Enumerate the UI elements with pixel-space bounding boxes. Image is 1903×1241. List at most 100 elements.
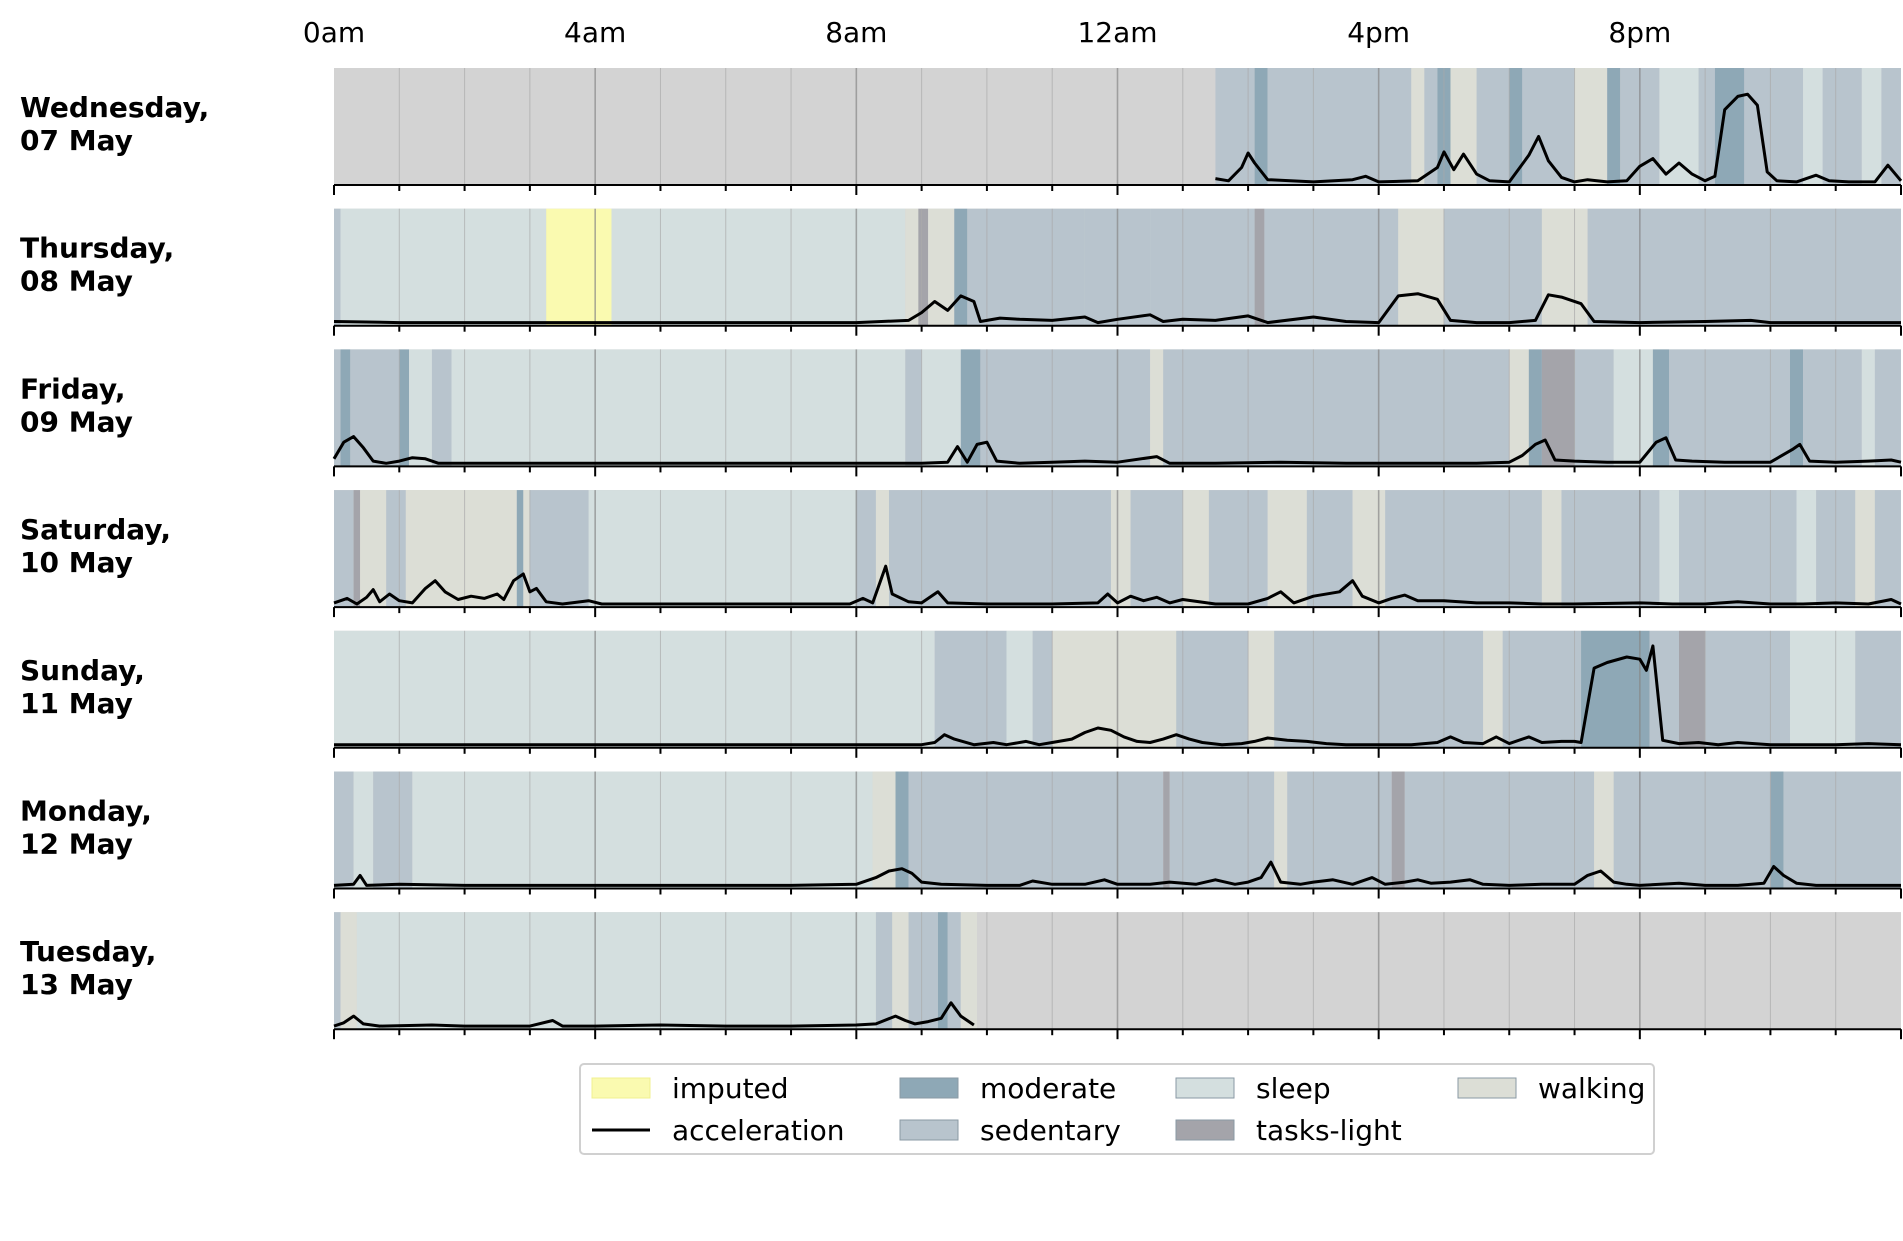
segment-walking — [340, 912, 357, 1030]
segment-sedentary — [1669, 349, 1791, 467]
segment-none — [977, 912, 1901, 1030]
segment-sedentary — [1822, 68, 1862, 185]
segment-walking — [1483, 630, 1503, 748]
segment-sedentary — [1881, 68, 1901, 185]
segment-sedentary — [1679, 490, 1797, 608]
segment-walking — [1150, 349, 1164, 467]
segment-sedentary — [373, 771, 413, 889]
x-tick-label-0am: 0am — [303, 16, 365, 49]
day-row: Wednesday, 07 May — [20, 68, 1903, 195]
legend-swatch — [899, 1119, 959, 1141]
segment-walking — [523, 490, 530, 608]
x-tick-labels: 0am 4am 8am 12am 4pm 8pm — [303, 16, 1671, 49]
legend-item-walking: walking — [1457, 1072, 1645, 1105]
legend-swatch — [1175, 1119, 1235, 1141]
segment-walking — [960, 912, 978, 1030]
segment-tasks-light — [1541, 349, 1575, 467]
segment-sedentary — [1698, 68, 1715, 185]
segment-walking — [1541, 208, 1588, 326]
segment-moderate — [1581, 630, 1650, 748]
segment-sedentary — [1163, 349, 1510, 467]
segment-moderate — [954, 208, 968, 326]
segment-sedentary — [1705, 630, 1791, 748]
segment-walking — [1509, 349, 1529, 467]
segment-sleep — [334, 630, 935, 748]
segment-moderate — [1770, 771, 1784, 889]
segment-none — [334, 68, 1216, 185]
segment-sleep — [1861, 68, 1882, 185]
segment-sedentary — [1502, 630, 1582, 748]
legend-swatch — [899, 1077, 959, 1099]
segment-sedentary — [1208, 490, 1268, 608]
legend-label: walking — [1538, 1072, 1645, 1105]
segment-sleep — [1006, 630, 1033, 748]
acceleration-line — [1215, 92, 1903, 184]
segment-walking — [1182, 490, 1209, 608]
legend-swatch — [1175, 1077, 1235, 1099]
segment-sleep — [340, 208, 547, 326]
segment-sedentary — [856, 490, 876, 608]
segment-walking — [905, 208, 919, 326]
x-tick-label-4am: 4am — [564, 16, 626, 49]
segment-walking — [1274, 771, 1288, 889]
segment-sedentary — [1215, 68, 1229, 185]
segment-sedentary — [1522, 68, 1575, 185]
segment-tasks-light — [1163, 771, 1170, 889]
segment-sedentary — [908, 912, 938, 1030]
acceleration-line — [333, 1001, 975, 1028]
segment-moderate — [960, 349, 981, 467]
segment-tasks-light — [918, 208, 929, 326]
segment-sedentary — [1032, 630, 1053, 748]
day-label: Sunday, 11 May — [20, 654, 145, 720]
day-row: Thursday, 08 May — [20, 208, 1902, 336]
day-row: Friday, 09 May — [20, 349, 1902, 477]
segment-sleep — [921, 349, 961, 467]
segment-walking — [1855, 490, 1875, 608]
segment-sedentary — [1561, 490, 1660, 608]
segment-tasks-light — [1391, 771, 1405, 889]
segment-sedentary — [947, 912, 961, 1030]
segment-moderate — [1528, 349, 1542, 467]
segment-walking — [1110, 490, 1131, 608]
segment-sedentary — [1385, 490, 1542, 608]
segment-walking — [1411, 68, 1425, 185]
segment-sedentary — [334, 490, 354, 608]
acceleration-line — [333, 292, 1901, 325]
legend-label: sleep — [1256, 1072, 1331, 1105]
segment-sedentary — [334, 349, 341, 467]
segment-tasks-light — [353, 490, 361, 608]
segment-sleep — [1803, 68, 1823, 185]
segment-sedentary — [334, 912, 341, 1030]
segment-sedentary — [386, 490, 406, 608]
segment-sedentary — [1855, 630, 1901, 748]
segment-sedentary — [1874, 349, 1901, 467]
segment-sedentary — [529, 490, 589, 608]
segment-walking — [1267, 490, 1307, 608]
day-label: Thursday, 08 May — [20, 232, 174, 298]
segment-sedentary — [1803, 349, 1862, 467]
segment-sedentary — [1176, 630, 1249, 748]
segment-walking — [1541, 490, 1562, 608]
day-rows: Wednesday, 07 May Thursday, 08 May Friday, 09… — [20, 68, 1903, 1040]
legend-item-imputed: imputed — [591, 1072, 789, 1105]
segment-sedentary — [1613, 771, 1771, 889]
segment-sedentary — [967, 208, 1085, 326]
segment-sedentary — [908, 771, 1164, 889]
segment-sleep — [1861, 349, 1875, 467]
legend-item-acceleration: acceleration — [592, 1114, 844, 1147]
segment-sleep — [1613, 349, 1653, 467]
segment-moderate — [399, 349, 410, 467]
segment-sedentary — [1424, 68, 1438, 185]
segment-sedentary — [1587, 208, 1901, 326]
segment-sleep — [409, 349, 432, 467]
segment-sleep — [353, 771, 374, 889]
segment-moderate — [1714, 68, 1745, 185]
segment-sleep — [356, 912, 876, 1030]
acceleration-line — [332, 435, 1902, 465]
segment-sedentary — [350, 349, 400, 467]
segment-walking — [1574, 68, 1608, 185]
segment-walking — [872, 771, 896, 889]
segment-sedentary — [334, 771, 354, 889]
segment-walking — [875, 490, 889, 608]
segment-sedentary — [875, 912, 893, 1030]
